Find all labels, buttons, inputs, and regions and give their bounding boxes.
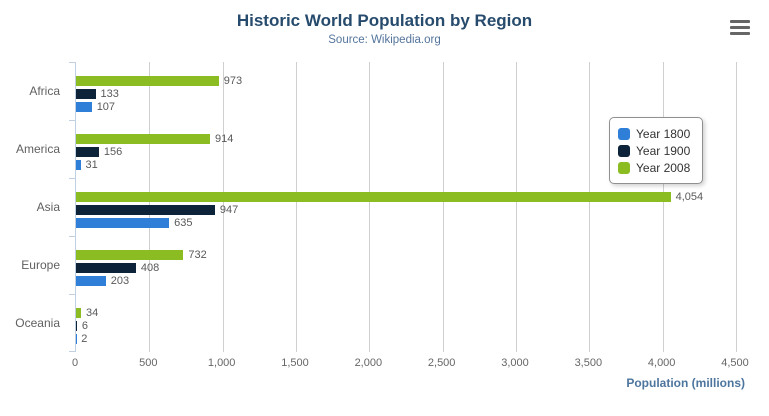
value-axis-tick-labels: 0 500 1,000 1,500 2,000 2,500 3,000 3,500 4,000 4… [71,357,749,371]
bar-row: 635 [76,217,736,229]
bar-year-1900-europe[interactable] [76,263,136,273]
category-label-asia: Asia [36,200,60,214]
value-axis-tick-label: 0 [71,357,79,369]
legend-item-year-1900[interactable]: Year 1900 [618,142,690,159]
bar-value-label: 6 [81,320,88,332]
bar-value-label: 947 [219,204,239,216]
category-axis-tick [69,178,75,179]
category-label-europe: Europe [21,258,60,272]
category-label-america: America [15,142,60,156]
category-axis-tick [69,120,75,121]
category-axis-tick [69,351,75,352]
value-axis-tick-label: 1,000 [207,357,236,369]
bar-year-1800-asia[interactable] [76,218,170,228]
bar-year-1800-europe[interactable] [76,276,106,286]
hamburger-bar [730,20,750,23]
hamburger-bar [730,26,750,29]
bar-row: 203 [76,275,736,287]
legend-swatch-year-1800 [618,127,630,140]
category-label-oceania: Oceania [15,316,60,330]
category-axis-labels: Africa America Asia Europe Oceania [0,62,68,352]
chart-title: Historic World Population by Region [236,11,533,30]
category-axis-tick [69,236,75,237]
gridline [222,62,224,352]
category-label-africa: Africa [29,84,60,98]
bar-row: 2 [76,333,736,345]
category-band-africa: 973 133 107 [76,62,736,120]
bar-value-label: 156 [103,146,123,158]
bar-year-1800-africa[interactable] [76,102,92,112]
bar-year-2008-asia[interactable] [76,192,671,202]
bar-value-label: 31 [85,159,98,171]
value-axis-tick-label: 4,500 [721,357,749,369]
bar-year-1900-america[interactable] [76,147,99,157]
bar-value-label: 4,054 [675,191,704,203]
bar-value-label: 2 [81,333,88,345]
legend-item-year-1800[interactable]: Year 1800 [618,125,690,142]
bar-year-2008-africa[interactable] [76,76,219,86]
bar-row: 947 [76,204,736,216]
legend-label: Year 1800 [636,126,691,141]
bar-year-2008-europe[interactable] [76,250,184,260]
bar-row: 107 [76,101,736,113]
bar-value-label: 732 [188,249,207,261]
value-axis-tick-label: 1,500 [281,357,309,369]
bar-row: 408 [76,262,736,274]
bar-year-1900-africa[interactable] [76,89,96,99]
hamburger-icon[interactable] [730,20,750,38]
gridline [589,62,591,352]
bar-year-1800-america[interactable] [76,160,81,170]
legend-item-year-2008[interactable]: Year 2008 [618,159,690,176]
plot-area: 973 133 107 914 156 31 4,054 947 635 732 408 203 34 6… [69,62,737,352]
category-axis-tick [69,62,75,63]
gridline [736,62,737,352]
bar-value-label: 973 [223,75,243,87]
bar-value-label: 107 [96,101,116,113]
value-axis-tick-label: 500 [139,357,158,369]
bar-row: 6 [76,320,736,332]
legend-label: Year 2008 [636,160,691,175]
bar-year-2008-america[interactable] [76,134,211,144]
gridline [369,62,371,352]
bar-value-label: 408 [140,262,160,274]
gridline [442,62,444,352]
bar-row: 133 [76,88,736,100]
gridline [662,62,664,352]
bar-row: 156 [76,146,736,158]
bar-value-label: 34 [85,307,99,319]
bar-value-label: 133 [100,88,119,100]
category-band-asia: 4,054 947 635 [76,178,736,236]
bar-row: 732 [76,249,736,261]
gridline [516,62,517,352]
bar-row: 914 [76,133,736,145]
category-band-europe: 732 408 203 [76,236,736,294]
legend: Year 1800 Year 1900 Year 2008 [609,117,704,184]
bar-year-2008-oceania[interactable] [76,308,81,318]
bar-row: 31 [76,159,736,171]
category-axis-tick [69,294,75,295]
bar-year-1900-oceania[interactable] [76,321,77,331]
category-band-oceania: 34 6 2 [76,294,736,352]
legend-swatch-year-1900 [618,144,630,157]
bar-row: 34 [76,307,736,319]
value-axis-tick-label: 2,000 [354,357,383,369]
bar-value-label: 914 [215,133,234,145]
legend-label: Year 1900 [636,143,691,158]
chart-subtitle: Source: Wikipedia.org [328,34,441,46]
hamburger-bar [730,32,750,35]
bar-value-label: 635 [174,217,193,229]
legend-swatch-year-2008 [618,161,630,174]
bar-row: 4,054 [76,191,736,203]
category-band-america: 914 156 31 [76,120,736,178]
value-axis-tick-label: 2,500 [427,357,456,369]
bar-year-1900-asia[interactable] [76,205,215,215]
value-axis-tick-label: 3,000 [501,357,529,369]
value-axis-tick-label: 4,000 [647,357,676,369]
value-axis-tick-label: 3,500 [574,357,603,369]
x-axis-title: Population (millions) [626,376,745,390]
bar-value-label: 203 [110,275,130,287]
gridline [296,62,297,352]
bar-row: 973 [76,75,736,87]
